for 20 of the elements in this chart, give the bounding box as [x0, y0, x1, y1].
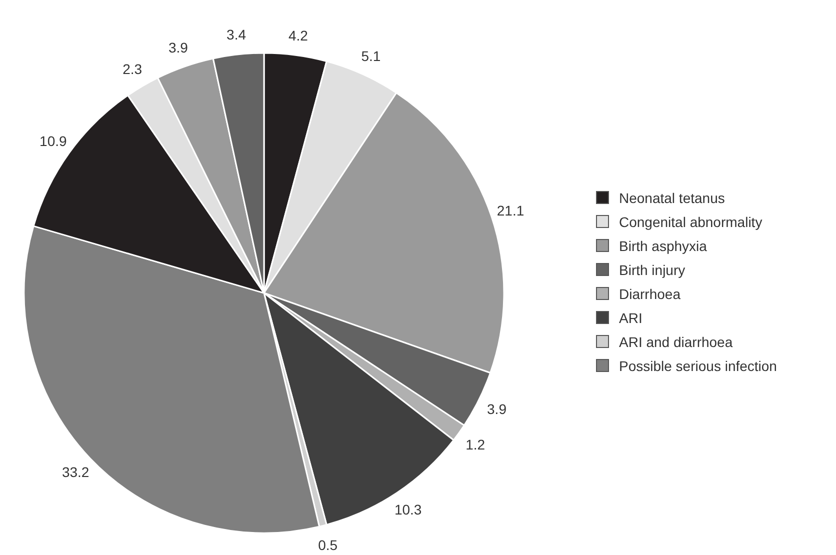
data-label: 4.2 — [288, 27, 308, 44]
legend-label: Possible serious infection — [619, 358, 777, 374]
data-label: 3.4 — [226, 26, 246, 42]
data-label: 33.2 — [62, 464, 90, 480]
legend-label: Diarrhoea — [619, 286, 680, 302]
legend-label: Birth injury — [619, 262, 686, 278]
data-label: 10.3 — [394, 501, 422, 518]
data-label: 0.5 — [318, 537, 338, 554]
legend-label: Neonatal tetanus — [619, 190, 725, 206]
data-label: 3.9 — [487, 400, 507, 417]
data-label: 1.2 — [466, 436, 486, 452]
data-label: 3.9 — [168, 40, 188, 56]
data-label: 5.1 — [361, 48, 381, 64]
data-label: 10.9 — [40, 132, 68, 149]
legend-label: Birth asphyxia — [619, 238, 707, 254]
legend-label: ARI and diarrhoea — [619, 334, 733, 350]
data-label: 2.3 — [122, 60, 142, 77]
legend-label: Congenital abnormality — [619, 214, 762, 230]
legend-label: ARI — [619, 310, 642, 326]
data-label: 21.1 — [496, 202, 524, 218]
